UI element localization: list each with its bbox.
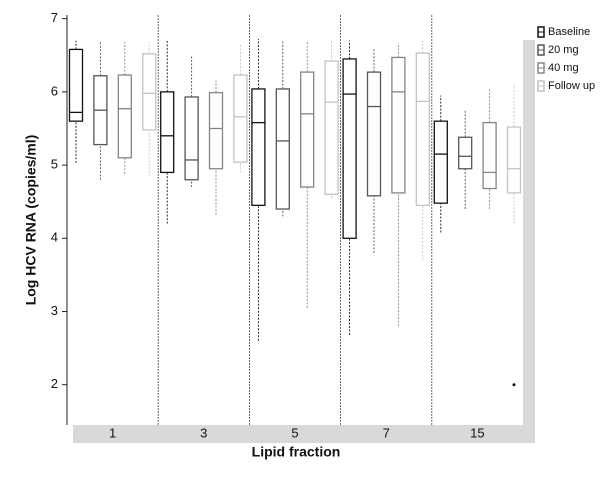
box bbox=[324, 60, 339, 196]
box bbox=[300, 71, 315, 188]
y-axis-label: Log HCV RNA (copies/ml) bbox=[23, 135, 39, 306]
box bbox=[160, 91, 175, 174]
y-tick-label: 7 bbox=[51, 10, 58, 25]
legend-label: Baseline bbox=[548, 26, 590, 38]
legend-label: 40 mg bbox=[548, 62, 579, 74]
box bbox=[391, 56, 406, 194]
y-tick-label: 4 bbox=[51, 230, 58, 245]
box bbox=[415, 52, 430, 207]
right-band bbox=[523, 40, 535, 425]
y-tick-label: 2 bbox=[51, 376, 58, 391]
box bbox=[506, 126, 522, 194]
box bbox=[433, 120, 448, 204]
box bbox=[366, 71, 382, 197]
box bbox=[275, 88, 290, 210]
y-tick-label: 5 bbox=[51, 157, 58, 172]
box bbox=[142, 53, 157, 131]
x-tick-label: 3 bbox=[200, 425, 207, 440]
x-band bbox=[73, 425, 535, 443]
legend-label: 20 mg bbox=[548, 44, 579, 56]
box bbox=[482, 121, 497, 190]
x-tick-label: 15 bbox=[470, 425, 484, 440]
x-tick-label: 1 bbox=[109, 425, 116, 440]
box bbox=[342, 58, 357, 239]
box bbox=[68, 48, 84, 122]
y-tick-label: 3 bbox=[51, 303, 58, 318]
box bbox=[233, 74, 248, 163]
outlier bbox=[512, 383, 516, 387]
box bbox=[184, 96, 199, 181]
box bbox=[251, 88, 266, 207]
box bbox=[117, 74, 132, 159]
y-tick-label: 6 bbox=[51, 83, 58, 98]
x-tick-label: 5 bbox=[291, 425, 298, 440]
legend-label: Follow up bbox=[548, 80, 595, 92]
x-axis-label: Lipid fraction bbox=[252, 444, 341, 460]
box bbox=[208, 91, 224, 170]
x-tick-label: 7 bbox=[383, 425, 390, 440]
box bbox=[458, 136, 473, 170]
